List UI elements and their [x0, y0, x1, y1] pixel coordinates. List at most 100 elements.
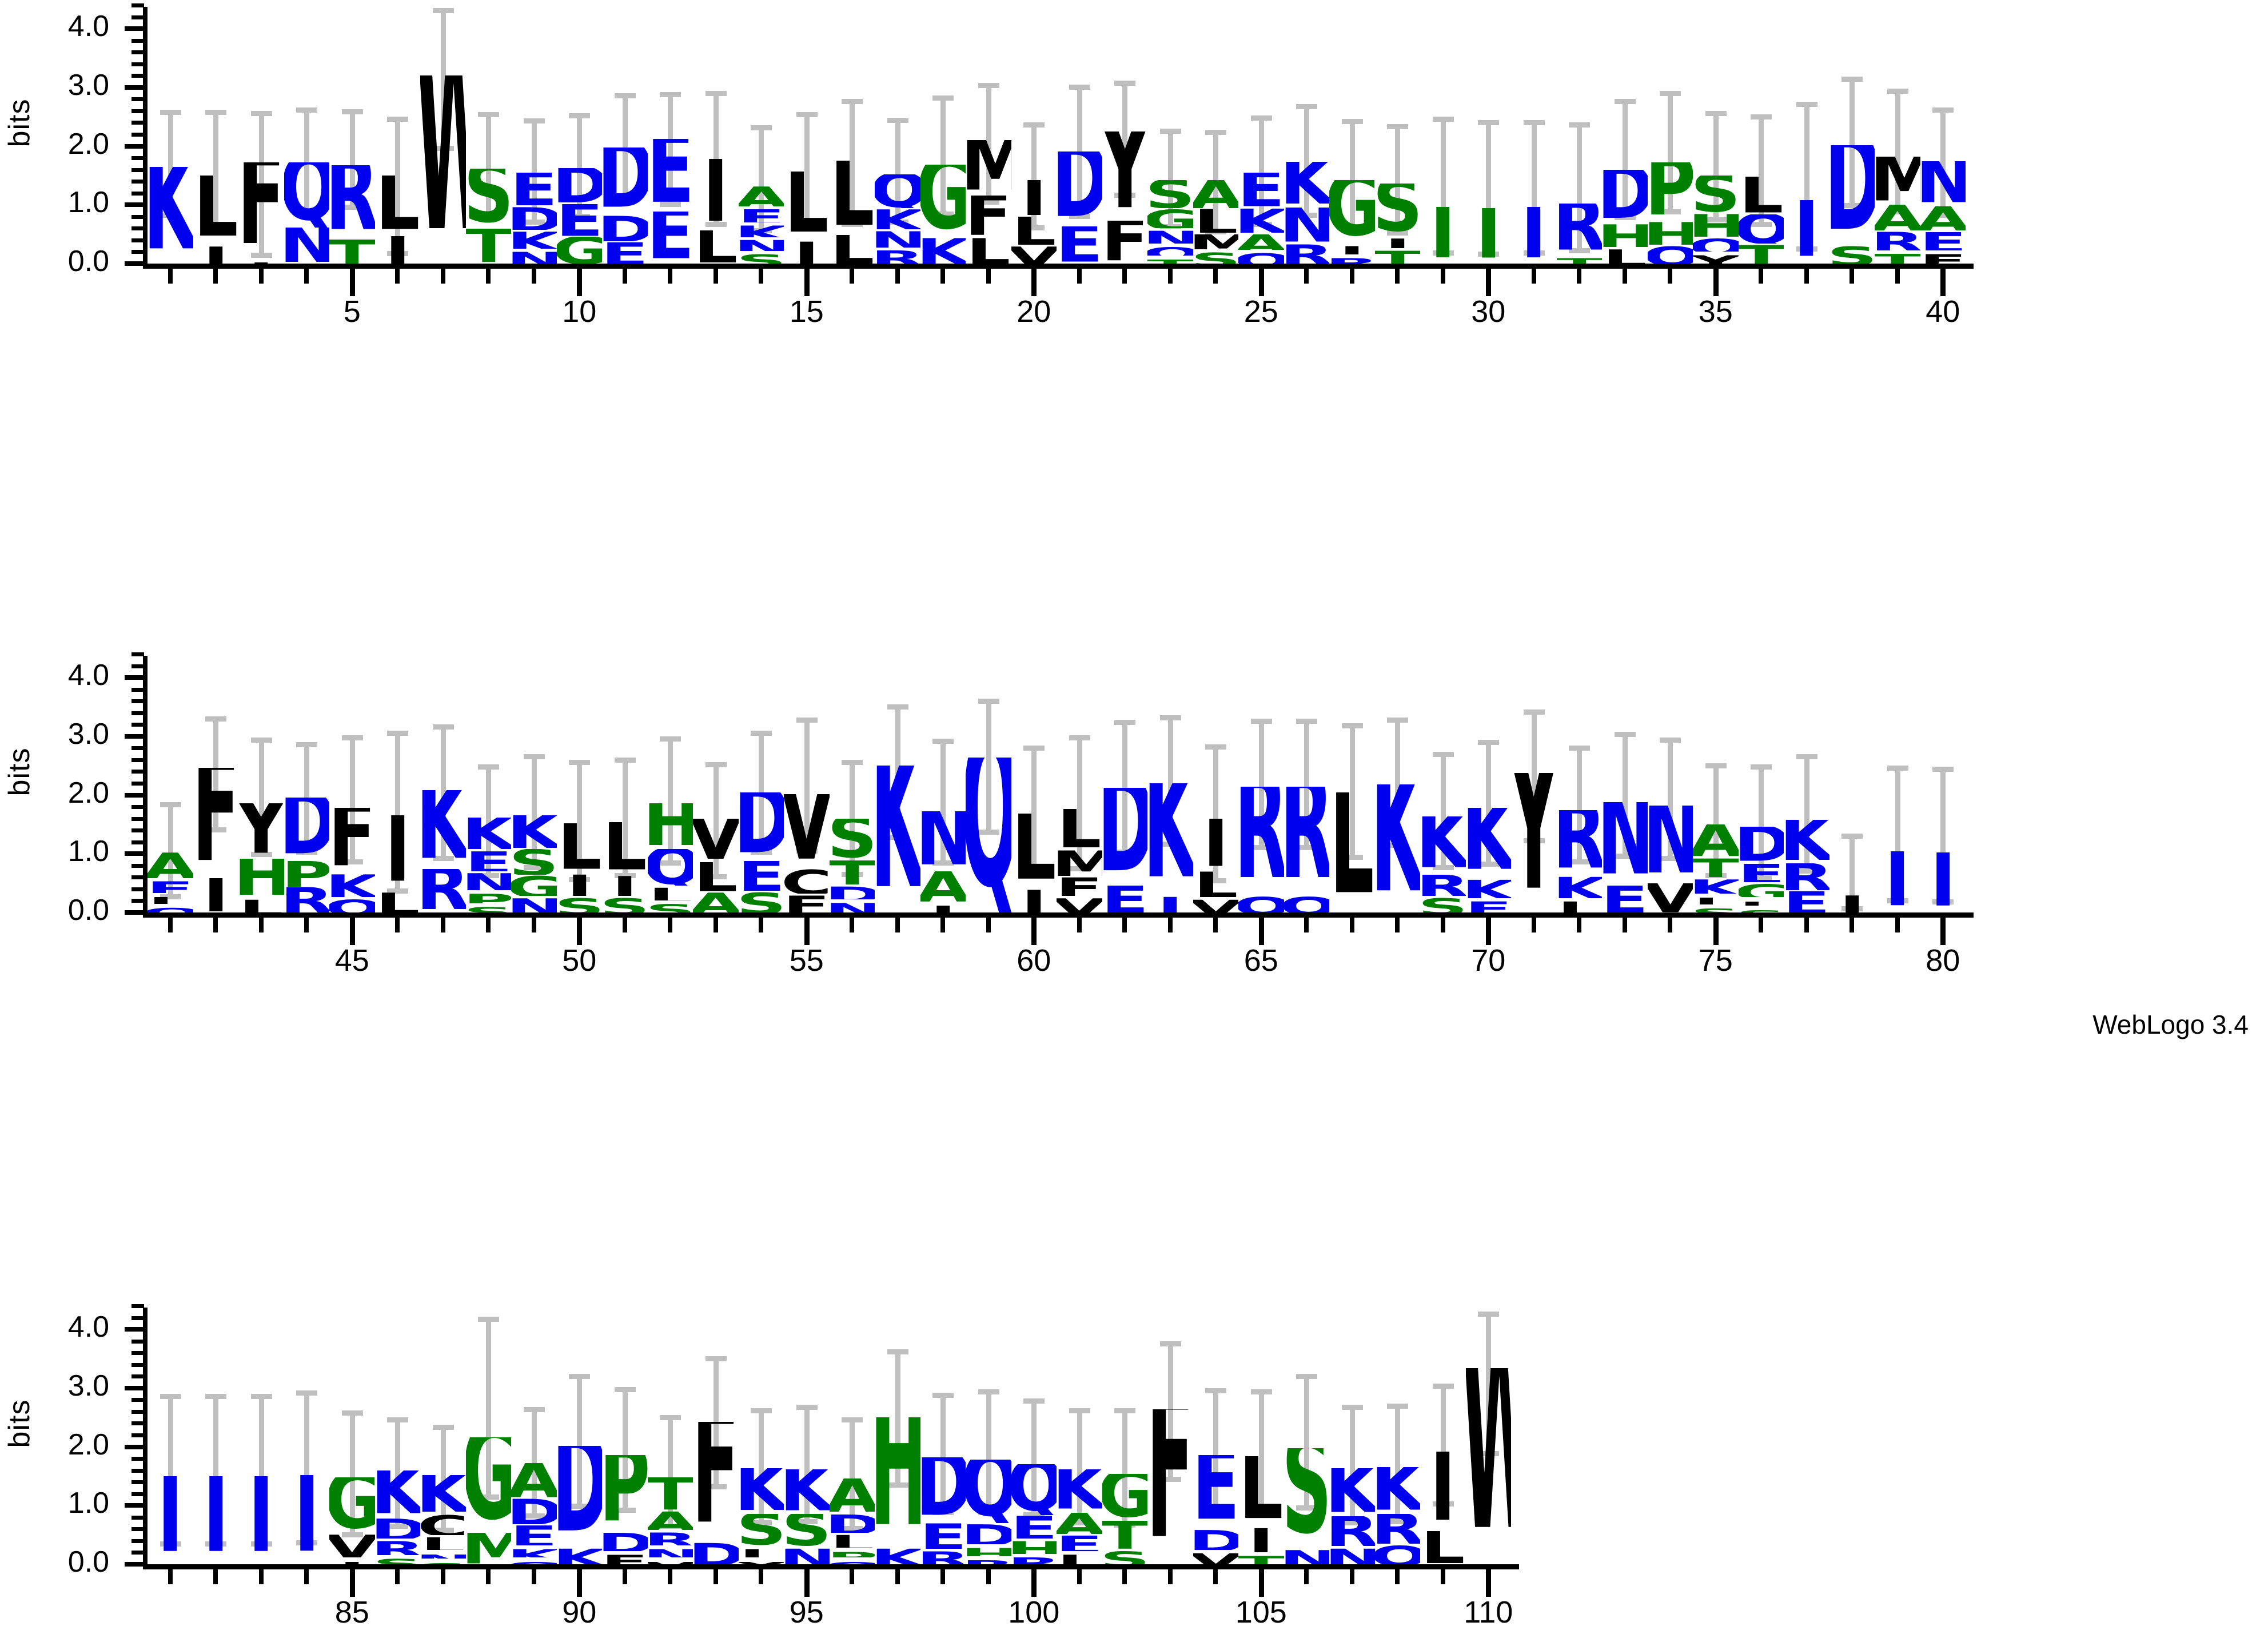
x-tick-minor — [1077, 269, 1082, 284]
logo-letter: K — [420, 790, 466, 869]
error-bar — [1523, 709, 1545, 843]
y-tick-major — [125, 261, 144, 266]
x-tick-minor — [1077, 1569, 1082, 1584]
logo-letter: T — [465, 229, 512, 264]
logo-letter: L — [739, 1545, 784, 1557]
error-bar-cap-bottom — [160, 894, 181, 900]
error-bar-cap-bottom — [1751, 222, 1772, 228]
logo-letter: R — [1329, 254, 1375, 264]
logo-letter: Q — [511, 1557, 557, 1564]
logo-letter: I — [202, 878, 229, 912]
logo-letter: E — [1057, 1533, 1102, 1552]
logo-stack: RQ — [1238, 787, 1284, 912]
logo-letter: Q — [148, 904, 193, 912]
error-bar — [478, 111, 500, 217]
error-bar — [1023, 122, 1045, 231]
logo-letter: D — [1602, 170, 1648, 224]
x-tick-major — [1486, 269, 1492, 296]
y-tick-label: 2.0 — [67, 776, 109, 810]
x-tick-minor — [1804, 269, 1809, 284]
logo-letter: V — [1193, 1550, 1239, 1564]
error-bar — [751, 125, 772, 233]
error-bar — [341, 735, 363, 864]
logo-letter: R — [1875, 230, 1920, 250]
y-tick-major — [125, 851, 144, 856]
error-bar-cap-bottom — [1114, 192, 1136, 198]
error-bar-cap-top — [160, 802, 181, 807]
logo-letter: S — [738, 251, 784, 264]
error-bar-cap-bottom — [1159, 224, 1181, 230]
error-bar-cap-top — [160, 1394, 181, 1400]
logo-stack: KRN — [1329, 1468, 1375, 1564]
logo-letter: L — [1739, 897, 1784, 906]
logo-letter: T — [1102, 1521, 1148, 1549]
logo-stack: LQT — [1739, 177, 1784, 264]
error-bar-cap-top — [1023, 746, 1045, 751]
error-bar — [660, 736, 681, 866]
error-bar-cap-top — [1751, 764, 1772, 770]
logo-stack: QDHR — [966, 1460, 1011, 1564]
logo-stack: K — [1375, 784, 1421, 912]
logo-letter: G — [329, 1477, 375, 1534]
logo-letter: Y — [1102, 131, 1148, 221]
logo-letter: V — [1648, 883, 1693, 912]
error-bar-cap-top — [978, 699, 999, 704]
x-tick-minor — [668, 269, 673, 284]
y-tick-minor — [131, 687, 144, 692]
y-tick-major — [125, 1503, 144, 1508]
x-tick-minor — [1668, 918, 1673, 932]
logo-stack: GIR — [1329, 180, 1375, 264]
logo-letter: V — [329, 1534, 375, 1557]
error-bar-cap-top — [887, 704, 908, 710]
error-bar-cap-top — [569, 1374, 591, 1380]
x-tick-label: 25 — [1243, 294, 1278, 329]
logo-letter: I — [930, 902, 956, 912]
error-bar-cap-top — [1341, 1404, 1363, 1410]
error-bar-cap-bottom — [660, 202, 681, 208]
x-tick-major — [1258, 1569, 1264, 1597]
logo-stack: I — [1511, 207, 1557, 264]
error-bar — [614, 757, 636, 879]
logo-letter: K — [1375, 784, 1421, 912]
error-bar-cap-top — [205, 1394, 227, 1400]
logo-letter: D — [693, 1542, 739, 1564]
x-tick-minor — [622, 1569, 627, 1584]
error-bar-cap-top — [705, 1356, 727, 1362]
error-bar-cap-bottom — [432, 855, 454, 861]
logo-letter: D — [375, 1517, 421, 1539]
logo-letter: S — [1193, 249, 1239, 264]
logo-stack: DDE — [602, 148, 648, 264]
logo-stack: K — [875, 766, 920, 912]
logo-letter: I — [1475, 208, 1501, 264]
error-bar-cap-top — [1660, 91, 1681, 96]
error-bar-cap-top — [1478, 120, 1500, 126]
x-tick-minor — [1167, 269, 1173, 284]
error-bar — [569, 113, 591, 219]
logo-letter: L — [375, 891, 420, 912]
error-bar — [1887, 88, 1908, 214]
logo-letter: T — [1556, 256, 1603, 264]
y-tick-minor — [131, 1539, 144, 1543]
x-axis: 85 90 95 100 105 110 — [148, 1569, 1513, 1629]
logo-letter: N — [1284, 1548, 1330, 1564]
error-bar — [1296, 719, 1318, 851]
error-bar — [932, 738, 954, 866]
y-tick-minor — [131, 887, 144, 891]
error-bar-cap-top — [1569, 122, 1591, 128]
error-bar-cap-top — [978, 82, 999, 88]
error-bar-cap-top — [432, 1424, 454, 1430]
x-tick-minor — [168, 1569, 173, 1584]
logo-stack: SGNQT — [1147, 180, 1193, 264]
x-tick-label: 65 — [1243, 943, 1278, 978]
error-bar-cap-top — [932, 95, 954, 101]
x-tick-major — [1486, 918, 1492, 945]
logo-letter: L — [1557, 898, 1602, 912]
error-bar — [160, 802, 181, 900]
error-bar-cap-top — [887, 1349, 908, 1355]
y-tick-minor — [131, 156, 144, 161]
error-bar — [1478, 739, 1500, 867]
x-tick-minor — [1304, 269, 1309, 284]
